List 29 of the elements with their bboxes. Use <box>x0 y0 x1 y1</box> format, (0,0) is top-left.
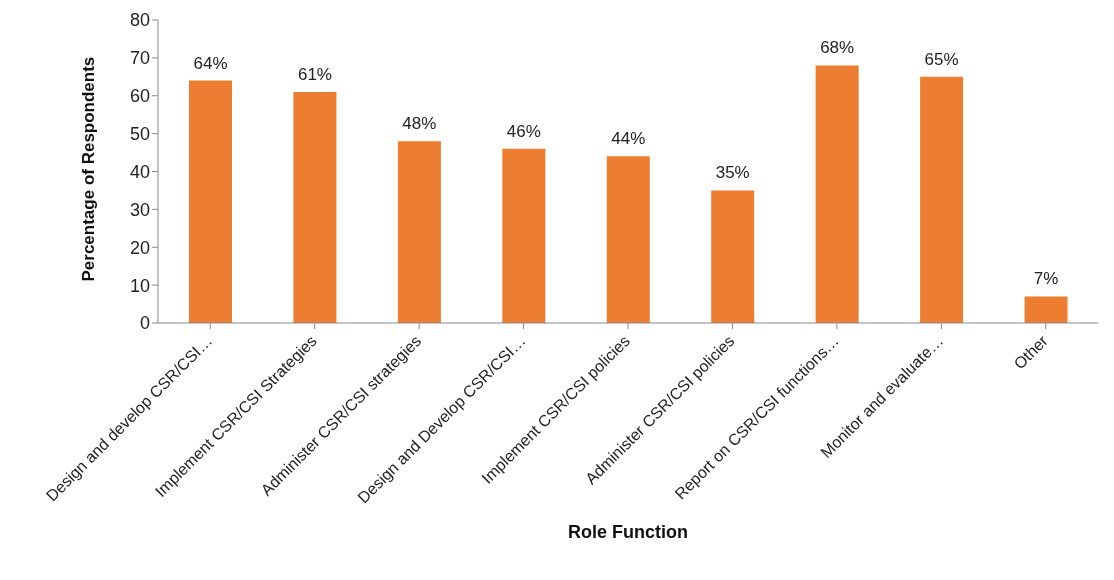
y-tick-label: 40 <box>129 161 150 182</box>
bar <box>606 156 650 323</box>
bar <box>1024 296 1068 323</box>
y-tick-label: 80 <box>129 10 150 31</box>
bar <box>920 76 964 323</box>
bar <box>815 65 859 323</box>
y-tick-label: 60 <box>129 86 150 107</box>
bar <box>189 80 232 323</box>
data-label: 61% <box>297 64 332 84</box>
x-axis-title: Role Function <box>568 522 688 542</box>
data-label: 35% <box>715 163 750 183</box>
data-label: 7% <box>1033 269 1059 289</box>
bar <box>397 141 441 323</box>
bar <box>293 91 337 323</box>
data-label: 46% <box>506 121 541 141</box>
y-tick-label: 70 <box>129 48 150 69</box>
y-tick-label: 30 <box>129 199 150 220</box>
y-tick-label: 20 <box>129 237 150 258</box>
data-label: 65% <box>924 49 959 69</box>
y-tick-label: 0 <box>139 313 150 334</box>
y-tick-label: 10 <box>129 275 150 296</box>
bar <box>711 190 755 323</box>
data-label: 68% <box>820 38 855 58</box>
bar <box>502 148 546 323</box>
data-label: 48% <box>402 114 437 134</box>
data-label: 64% <box>193 53 228 73</box>
y-tick-label: 50 <box>129 124 150 145</box>
y-axis-title: Percentage of Respondents <box>79 56 99 282</box>
data-label: 44% <box>611 129 646 149</box>
